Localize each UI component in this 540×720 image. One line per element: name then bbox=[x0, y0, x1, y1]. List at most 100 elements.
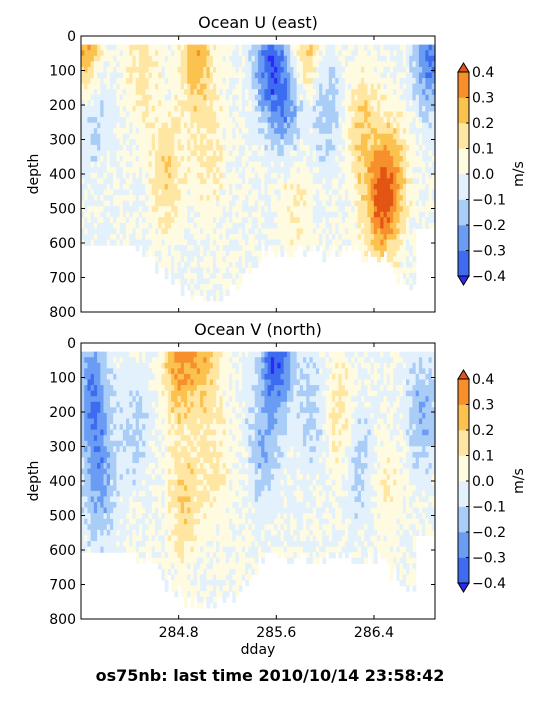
field-cell bbox=[171, 156, 175, 163]
field-cell bbox=[187, 172, 192, 179]
field-cell bbox=[431, 217, 436, 224]
field-cell bbox=[187, 250, 192, 257]
field-cell bbox=[122, 228, 127, 235]
field-cell bbox=[142, 128, 146, 135]
field-cell bbox=[267, 234, 272, 241]
field-cell bbox=[193, 66, 198, 74]
field-cell bbox=[402, 150, 407, 157]
field-cell bbox=[116, 195, 121, 202]
field-cell bbox=[293, 211, 298, 218]
field-cell bbox=[135, 390, 140, 397]
field-cell bbox=[174, 206, 179, 213]
field-cell bbox=[277, 117, 282, 124]
field-cell bbox=[138, 89, 143, 96]
field-cell bbox=[93, 122, 98, 129]
field-cell bbox=[431, 189, 436, 196]
field-cell bbox=[283, 167, 288, 174]
field-cell bbox=[216, 117, 220, 124]
field-cell bbox=[93, 479, 98, 486]
field-cell bbox=[309, 167, 314, 174]
field-cell bbox=[135, 373, 140, 381]
field-cell bbox=[299, 234, 304, 241]
field-cell bbox=[402, 261, 407, 269]
field-cell bbox=[241, 267, 246, 274]
field-cell bbox=[87, 156, 92, 163]
field-cell bbox=[93, 357, 98, 364]
field-cell bbox=[158, 139, 163, 146]
field-cell bbox=[97, 390, 101, 397]
field-cell bbox=[293, 105, 298, 113]
field-cell bbox=[380, 245, 385, 252]
field-cell bbox=[280, 234, 285, 241]
field-cell bbox=[87, 429, 92, 436]
field-cell bbox=[196, 66, 201, 74]
field-cell bbox=[409, 100, 414, 107]
field-cell bbox=[225, 100, 230, 107]
field-cell bbox=[132, 368, 137, 375]
field-cell bbox=[196, 167, 201, 174]
field-cell bbox=[351, 183, 356, 191]
field-cell bbox=[190, 289, 195, 296]
field-cell bbox=[354, 72, 359, 79]
field-cell bbox=[164, 228, 169, 235]
field-cell bbox=[280, 239, 285, 246]
field-cell bbox=[119, 217, 124, 224]
field-cell bbox=[84, 490, 89, 498]
field-cell bbox=[409, 111, 414, 118]
field-cell bbox=[299, 206, 304, 213]
field-cell bbox=[380, 78, 385, 85]
field-cell bbox=[396, 245, 401, 252]
field-cell bbox=[148, 61, 153, 68]
field-cell bbox=[406, 105, 410, 113]
field-cell bbox=[229, 172, 233, 179]
field-cell bbox=[415, 167, 420, 174]
field-cell bbox=[116, 239, 121, 246]
field-cell bbox=[216, 206, 220, 213]
field-cell bbox=[142, 167, 146, 174]
field-cell bbox=[341, 167, 346, 174]
field-cell bbox=[428, 117, 433, 124]
field-cell bbox=[193, 195, 198, 202]
field-cell bbox=[277, 55, 282, 62]
field-cell bbox=[389, 206, 394, 213]
field-cell bbox=[380, 83, 385, 90]
field-cell bbox=[90, 513, 95, 520]
field-cell bbox=[309, 94, 314, 101]
field-cell bbox=[148, 150, 153, 157]
field-cell bbox=[148, 83, 153, 90]
field-cell bbox=[396, 167, 401, 174]
field-cell bbox=[212, 139, 217, 146]
field-cell bbox=[97, 412, 101, 420]
field-cell bbox=[415, 139, 420, 146]
field-cell bbox=[90, 502, 95, 509]
field-cell bbox=[222, 178, 227, 185]
field-cell bbox=[103, 490, 108, 498]
field-cell bbox=[425, 139, 430, 146]
field-cell bbox=[377, 44, 381, 51]
field-cell bbox=[412, 222, 417, 230]
field-cell bbox=[267, 72, 272, 79]
field-cell bbox=[187, 44, 192, 51]
field-cell bbox=[245, 83, 249, 90]
field-cell bbox=[229, 61, 233, 68]
field-cell bbox=[248, 200, 253, 207]
field-cell bbox=[229, 228, 233, 235]
field-cell bbox=[183, 239, 188, 246]
field-cell bbox=[370, 211, 375, 218]
field-cell bbox=[258, 61, 262, 68]
field-cell bbox=[360, 256, 365, 263]
field-cell bbox=[126, 206, 130, 213]
field-cell bbox=[196, 172, 201, 179]
field-cell bbox=[380, 122, 385, 129]
field-cell bbox=[370, 50, 375, 57]
field-cell bbox=[360, 94, 365, 101]
field-cell bbox=[335, 89, 340, 96]
field-cell bbox=[270, 128, 275, 135]
field-cell bbox=[238, 44, 243, 51]
field-cell bbox=[306, 55, 311, 62]
field-cell bbox=[277, 195, 282, 202]
field-cell bbox=[196, 256, 201, 263]
field-cell bbox=[399, 239, 404, 246]
field-cell bbox=[373, 156, 378, 163]
field-cell bbox=[406, 239, 410, 246]
